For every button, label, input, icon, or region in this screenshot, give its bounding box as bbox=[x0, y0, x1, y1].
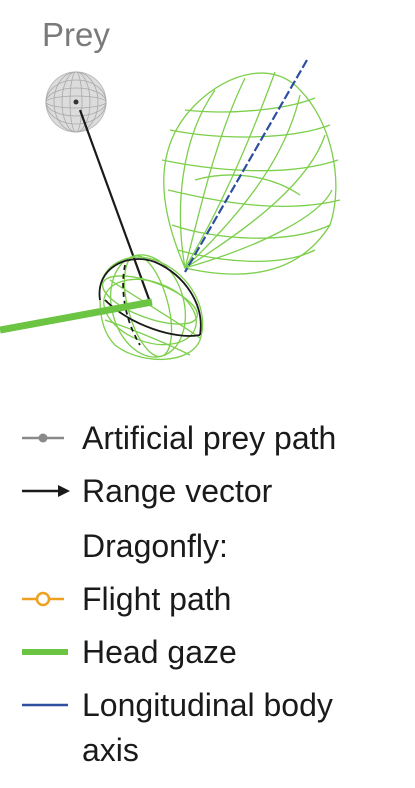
legend-item-prey-path: Artificial prey path bbox=[0, 418, 415, 458]
orange-circle-line-icon bbox=[22, 591, 64, 607]
dragonfly-head-mesh bbox=[98, 254, 204, 361]
body-axis-line bbox=[184, 59, 308, 273]
legend-item-range-vector: Range vector bbox=[0, 471, 415, 511]
gray-dot-line-icon bbox=[22, 433, 64, 443]
legend-label: axis bbox=[82, 732, 139, 768]
head-gaze-line bbox=[0, 298, 153, 334]
legend-label: Longitudinal body bbox=[82, 687, 333, 723]
prey-label: Prey bbox=[42, 16, 110, 53]
blue-line-icon bbox=[22, 703, 68, 707]
legend-item-body-axis-cont: axis bbox=[0, 730, 415, 770]
prey-sphere bbox=[45, 71, 107, 133]
legend-label: Head gaze bbox=[82, 634, 237, 670]
dragonfly-body-mesh bbox=[161, 71, 341, 275]
black-arrow-icon bbox=[22, 485, 70, 497]
legend-label: Dragonfly: bbox=[82, 528, 228, 564]
legend-label: Artificial prey path bbox=[82, 420, 337, 456]
legend-item-dragonfly-heading: Dragonfly: bbox=[0, 526, 415, 566]
legend-item-head-gaze: Head gaze bbox=[0, 632, 415, 672]
range-vector-line bbox=[78, 109, 152, 303]
green-thick-line-icon bbox=[22, 649, 68, 655]
legend-item-flight-path: Flight path bbox=[0, 579, 415, 619]
legend-item-body-axis: Longitudinal body bbox=[0, 685, 415, 725]
legend-label: Flight path bbox=[82, 581, 232, 617]
dragonfly-gaze-diagram bbox=[0, 59, 341, 361]
legend-label: Range vector bbox=[82, 473, 273, 509]
